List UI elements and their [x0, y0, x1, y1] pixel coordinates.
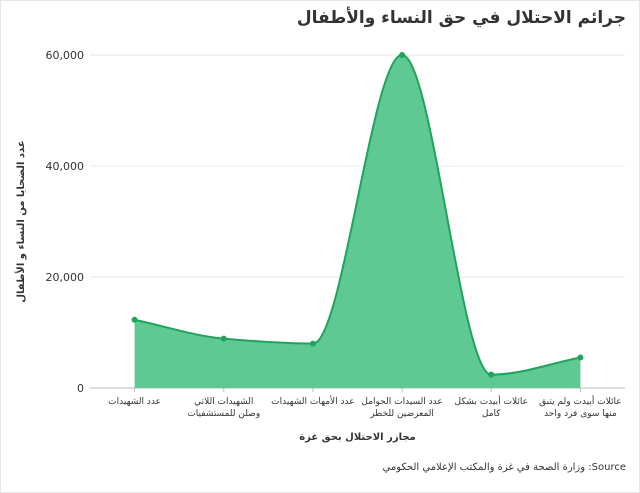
y-tick-label: 40,000 [46, 160, 85, 173]
x-tick-label: عائلات أبيدت بشكل كامل [455, 395, 528, 419]
x-axis-title: مجازر الاحتلال بحق غزة [299, 432, 415, 443]
x-tick-label: الشهيدات اللاتي وصلن للمستشفيات [187, 397, 260, 419]
source-note: وزارة الصحة في غزة والمكتب الإعلامي الحك… [382, 462, 626, 473]
y-axis-title: عدد الضحايا من النساء و الأطفال [14, 140, 27, 302]
chart-title: جرائم الاحتلال في حق النساء والأطفال [296, 8, 626, 28]
data-point [131, 316, 138, 323]
y-tick-label: 0 [77, 382, 84, 395]
x-tick-label: عدد السيدات الحوامل المعرضين للخطر [361, 397, 442, 419]
y-tick-label: 20,000 [46, 271, 85, 284]
data-point [309, 340, 316, 347]
x-tick-label: عدد الشهيدات [108, 397, 161, 407]
data-point [577, 354, 584, 361]
x-tick-label: عائلات أبيدت ولم يتبق منها سوى فرد واحد [539, 395, 621, 419]
x-tick-label: عدد الأمهات الشهيدات [271, 395, 354, 407]
data-point [399, 52, 406, 58]
data-point [488, 371, 495, 378]
data-point [220, 335, 227, 342]
y-tick-label: 60,000 [46, 49, 85, 62]
area-fill [134, 55, 581, 388]
